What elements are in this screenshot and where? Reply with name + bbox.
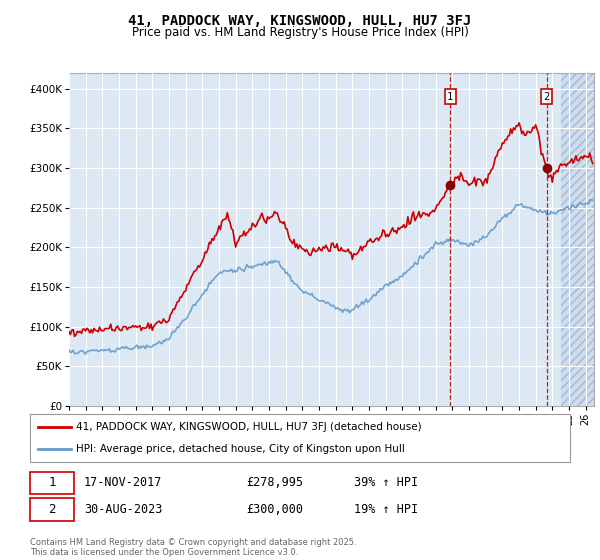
Text: £300,000: £300,000 bbox=[246, 503, 303, 516]
Text: 41, PADDOCK WAY, KINGSWOOD, HULL, HU7 3FJ (detached house): 41, PADDOCK WAY, KINGSWOOD, HULL, HU7 3F… bbox=[76, 422, 422, 432]
FancyBboxPatch shape bbox=[30, 414, 570, 462]
Text: 2: 2 bbox=[544, 92, 550, 101]
Text: £278,995: £278,995 bbox=[246, 476, 303, 489]
Text: 17-NOV-2017: 17-NOV-2017 bbox=[84, 476, 163, 489]
Text: 2: 2 bbox=[49, 503, 56, 516]
FancyBboxPatch shape bbox=[30, 472, 74, 494]
FancyBboxPatch shape bbox=[30, 498, 74, 521]
Text: 30-AUG-2023: 30-AUG-2023 bbox=[84, 503, 163, 516]
Text: Contains HM Land Registry data © Crown copyright and database right 2025.
This d: Contains HM Land Registry data © Crown c… bbox=[30, 538, 356, 557]
Text: Price paid vs. HM Land Registry's House Price Index (HPI): Price paid vs. HM Land Registry's House … bbox=[131, 26, 469, 39]
Text: HPI: Average price, detached house, City of Kingston upon Hull: HPI: Average price, detached house, City… bbox=[76, 444, 405, 454]
Text: 41, PADDOCK WAY, KINGSWOOD, HULL, HU7 3FJ: 41, PADDOCK WAY, KINGSWOOD, HULL, HU7 3F… bbox=[128, 14, 472, 28]
Text: 19% ↑ HPI: 19% ↑ HPI bbox=[354, 503, 418, 516]
Text: 1: 1 bbox=[447, 92, 454, 101]
Bar bbox=[560, 53, 600, 410]
Text: 1: 1 bbox=[49, 476, 56, 489]
Text: 39% ↑ HPI: 39% ↑ HPI bbox=[354, 476, 418, 489]
Bar bbox=[560, 73, 600, 406]
